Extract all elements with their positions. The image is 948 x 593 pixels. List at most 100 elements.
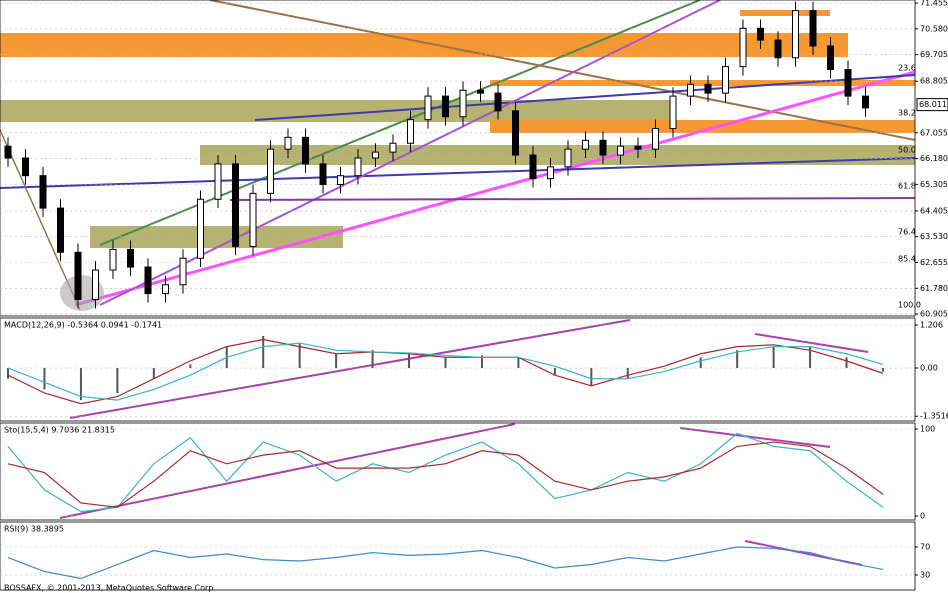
candle-body bbox=[687, 83, 694, 97]
zone bbox=[200, 145, 915, 165]
candle-body bbox=[722, 66, 729, 94]
histogram-bar bbox=[335, 353, 338, 369]
candle-body bbox=[547, 166, 554, 180]
candle-body bbox=[477, 89, 484, 94]
indicator-line bbox=[7, 432, 884, 513]
trendline bbox=[69, 319, 631, 419]
y-tick-label: 100 bbox=[920, 425, 935, 434]
candle-body bbox=[162, 284, 169, 295]
histogram-bar bbox=[152, 368, 155, 379]
candle-body bbox=[564, 148, 572, 168]
y-tick-label: 30 bbox=[920, 571, 930, 580]
histogram-bar bbox=[517, 357, 520, 369]
y-tick-label: -1.3516 bbox=[920, 412, 948, 421]
candle-body bbox=[424, 95, 432, 121]
candle-body bbox=[599, 139, 607, 156]
histogram-bar bbox=[663, 368, 666, 369]
candle-body bbox=[529, 154, 537, 180]
candle-body bbox=[284, 136, 292, 150]
fib-label: 50.0 bbox=[898, 146, 916, 155]
histogram-bar bbox=[7, 368, 9, 379]
trendline bbox=[679, 427, 831, 448]
trendline bbox=[229, 197, 916, 201]
candle-body bbox=[634, 145, 642, 150]
zone bbox=[0, 100, 676, 122]
histogram-bar bbox=[298, 343, 301, 369]
footer: BOSSAFX, © 2001-2013, MetaQuotes Softwar… bbox=[4, 584, 216, 593]
candle-body bbox=[407, 119, 414, 144]
fib-label: 76.4 bbox=[898, 228, 916, 237]
trendline bbox=[74, 70, 916, 307]
panel-frame bbox=[0, 317, 916, 422]
panel-frame bbox=[0, 0, 916, 317]
candle-body bbox=[92, 269, 99, 300]
candle-body bbox=[197, 198, 204, 259]
y-tick-label: 62.655 bbox=[920, 258, 948, 267]
histogram-bar bbox=[43, 368, 46, 390]
candle-body bbox=[4, 145, 12, 159]
histogram-bar bbox=[371, 350, 374, 369]
histogram-bar bbox=[590, 368, 593, 386]
candle-body bbox=[109, 248, 117, 271]
panel-frame bbox=[0, 422, 916, 521]
candle-body bbox=[302, 136, 309, 165]
trendline bbox=[59, 423, 516, 519]
panel-title: MACD(12,26,9) -0.5364 0.0941 -0.1741 bbox=[4, 321, 162, 330]
histogram-bar bbox=[444, 357, 447, 369]
candle-body bbox=[74, 251, 82, 300]
histogram-bar bbox=[553, 368, 556, 376]
zone bbox=[740, 10, 830, 16]
candle-body bbox=[442, 95, 449, 118]
candle-body bbox=[809, 10, 817, 47]
candle-body bbox=[249, 192, 257, 247]
fib-label: 100.0 bbox=[898, 301, 921, 310]
candle-body bbox=[39, 175, 47, 209]
candle-body bbox=[862, 95, 869, 109]
histogram-bar bbox=[189, 364, 192, 369]
y-tick-label: 0.00 bbox=[920, 364, 938, 373]
trendline bbox=[754, 333, 869, 353]
candle-body bbox=[844, 69, 852, 97]
histogram-bar bbox=[699, 357, 702, 369]
candle-body bbox=[22, 157, 29, 177]
fib-label: 85.4 bbox=[898, 255, 916, 264]
histogram-bar bbox=[480, 355, 483, 369]
candle-body bbox=[179, 257, 187, 286]
candle-body bbox=[57, 207, 64, 253]
histogram-bar bbox=[79, 368, 82, 401]
indicator-line bbox=[7, 441, 884, 508]
candle-body bbox=[774, 39, 782, 59]
fib-label: 38.2 bbox=[898, 109, 916, 118]
candle-body bbox=[512, 110, 519, 156]
zone bbox=[0, 33, 848, 57]
y-tick-label: 69.705 bbox=[920, 50, 948, 59]
candle-body bbox=[319, 163, 327, 186]
trendline bbox=[0, 129, 81, 311]
y-tick-label: 64.405 bbox=[920, 206, 948, 215]
y-tick-label: 70.580 bbox=[920, 24, 948, 33]
y-tick-label: 66.180 bbox=[920, 154, 948, 163]
candle-body bbox=[704, 83, 712, 94]
histogram-bar bbox=[262, 335, 265, 369]
candle-body bbox=[232, 163, 239, 247]
y-tick-label: 1.206 bbox=[920, 320, 943, 329]
candle-body bbox=[354, 157, 362, 177]
trendline bbox=[254, 74, 916, 121]
candle-body bbox=[127, 248, 134, 268]
trendline bbox=[0, 157, 916, 189]
histogram-bar bbox=[845, 357, 848, 369]
histogram-bar bbox=[809, 346, 812, 369]
y-tick-label: 0 bbox=[920, 511, 925, 520]
indicator-line bbox=[7, 338, 884, 405]
candle-body bbox=[214, 163, 222, 200]
candle-body bbox=[372, 151, 379, 159]
histogram-bar bbox=[882, 368, 884, 372]
candle-body bbox=[757, 27, 764, 41]
candle-body bbox=[792, 10, 799, 59]
current-price: 68.011 bbox=[919, 100, 947, 109]
histogram-bar bbox=[626, 368, 629, 379]
candle-body bbox=[144, 266, 152, 295]
indicator-line bbox=[7, 342, 884, 401]
panel-frame bbox=[0, 521, 916, 591]
